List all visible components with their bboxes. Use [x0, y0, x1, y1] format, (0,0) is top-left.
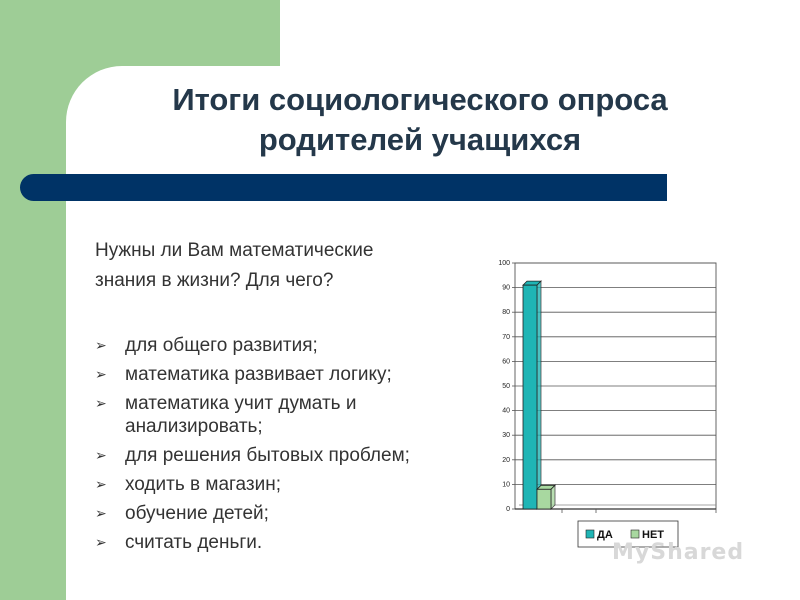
survey-bar-chart: 0 10 20 30 40 50 60 70 80 90 100 ДА НЕТ — [498, 260, 717, 548]
watermark: MyShared — [612, 540, 745, 565]
list-item: ➢ математика развивает логику; — [95, 363, 475, 386]
list-item-text: для общего развития; — [125, 335, 318, 356]
y-tick-label: 80 — [502, 309, 510, 316]
divider-bar — [20, 174, 667, 201]
slide-title: Итоги социологического опроса родителей … — [100, 80, 740, 160]
list-item-text: ходить в магазин; — [125, 474, 281, 495]
y-tick-label: 0 — [506, 506, 510, 513]
question-line-2: знания в жизни? Для чего? — [95, 270, 334, 291]
list-item: ➢ математика учит думать и анализировать; — [95, 392, 475, 438]
list-item: ➢ для решения бытовых проблем; — [95, 444, 475, 467]
y-tick-label: 90 — [502, 285, 510, 292]
list-item-text: обучение детей; — [125, 503, 269, 524]
y-tick-label: 30 — [502, 432, 510, 439]
legend-swatch — [585, 529, 595, 539]
legend-swatch — [630, 529, 640, 539]
y-tick-label: 70 — [502, 334, 510, 341]
title-line-2: родителей учащихся — [258, 122, 582, 157]
question-line-1: Нужны ли Вам математические — [95, 240, 374, 261]
y-tick-label: 60 — [502, 358, 510, 365]
arrow-bullet-icon: ➢ — [95, 447, 107, 463]
legend-box — [577, 520, 679, 548]
list-item: ➢ для общего развития; — [95, 334, 475, 357]
arrow-bullet-icon: ➢ — [95, 337, 107, 353]
list-item-text: математика учит думать и анализировать; — [125, 393, 357, 437]
bar-2 — [536, 488, 552, 510]
bar-side-1 — [536, 280, 542, 510]
title-line-1: Итоги социологического опроса — [172, 82, 668, 117]
y-tick-label: 40 — [502, 408, 510, 415]
bar-side-2 — [550, 484, 556, 510]
legend-label: ДА — [597, 529, 613, 541]
list-item: ➢ ходить в магазин; — [95, 473, 475, 496]
bar-1 — [522, 284, 538, 510]
y-tick-label: 10 — [502, 481, 510, 488]
y-tick-label: 50 — [502, 383, 510, 390]
list-item: ➢ обучение детей; — [95, 502, 475, 525]
arrow-bullet-icon: ➢ — [95, 366, 107, 382]
arrow-bullet-icon: ➢ — [95, 476, 107, 492]
list-item-text: для решения бытовых проблем; — [125, 445, 410, 466]
answer-list: ➢ для общего развития; ➢ математика развив… — [95, 334, 475, 560]
arrow-bullet-icon: ➢ — [95, 534, 107, 550]
y-tick-label: 100 — [498, 260, 510, 267]
survey-question: Нужны ли Вам математические знания в жиз… — [95, 236, 475, 296]
legend-label: НЕТ — [642, 529, 664, 541]
list-item-text: математика развивает логику; — [125, 364, 392, 385]
list-item-text: считать деньги. — [125, 532, 263, 553]
arrow-bullet-icon: ➢ — [95, 505, 107, 521]
list-item: ➢ считать деньги. — [95, 531, 475, 554]
y-tick-label: 20 — [502, 457, 510, 464]
arrow-bullet-icon: ➢ — [95, 395, 107, 411]
